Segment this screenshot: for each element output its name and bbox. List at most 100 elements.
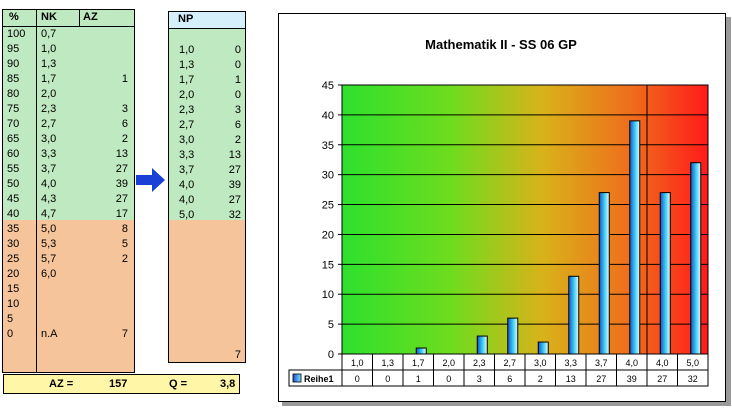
column-divider [79, 10, 80, 26]
cell-az: 8 [121, 223, 128, 235]
np-table: NP 1,0 0 1,3 0 1,7 1 2,0 0 2,3 3 2,7 6 3,0 2 3,3 13 3,7 2… [168, 11, 246, 363]
cell-az: 1 [234, 74, 241, 86]
bar [415, 347, 427, 355]
table-row: 70 2,7 6 [3, 117, 134, 132]
cell-az: 32 [228, 209, 241, 221]
cell-pct: 75 [7, 103, 20, 115]
cell-pct: 0 [7, 328, 14, 340]
np-footer-az: 7 [234, 349, 241, 361]
cell-pct: 80 [7, 88, 20, 100]
cell-az: 17 [115, 208, 128, 220]
y-tick-label: 40 [322, 110, 334, 122]
cell-np: 2,0 [179, 89, 195, 101]
cell-np: 4,0 [179, 179, 195, 191]
chart-shadow [282, 402, 731, 406]
data-table-value: 0 [446, 374, 451, 384]
cell-az: 3 [234, 104, 241, 116]
table-row: 40 4,7 17 [3, 207, 134, 222]
data-table-value: 3 [477, 374, 482, 384]
cell-nk: 6,0 [41, 268, 57, 280]
cell-az: 27 [115, 193, 128, 205]
cell-pct: 10 [7, 298, 20, 310]
cell-az: 6 [234, 119, 241, 131]
table-row: 55 3,7 27 [3, 162, 134, 177]
cell-nk: 1,3 [41, 58, 57, 70]
header-pct: % [9, 11, 19, 23]
np-footer-row: 7 [169, 348, 245, 363]
y-tick-label: 35 [322, 140, 334, 152]
grade-table-header: % NK AZ [3, 10, 134, 27]
cell-nk: 5,7 [41, 253, 57, 265]
cell-az: 2 [234, 134, 241, 146]
table-row: 10 [3, 297, 134, 312]
cell-pct: 30 [7, 238, 20, 250]
failing-zone [3, 220, 134, 372]
chart-shadow [726, 17, 731, 405]
y-tick-label: 15 [322, 259, 334, 271]
table-row: 1,3 0 [169, 58, 245, 73]
cell-nk: 5,3 [41, 238, 57, 250]
table-row: 0 n.A 7 [3, 327, 134, 342]
table-row: 35 5,0 8 [3, 222, 134, 237]
table-row: 60 3,3 13 [3, 147, 134, 162]
data-table-value: 39 [627, 374, 637, 384]
cell-nk: 1,0 [41, 43, 57, 55]
data-table-value: 27 [596, 374, 606, 384]
header-az: AZ [83, 11, 98, 23]
y-tick-label: 10 [322, 289, 334, 301]
x-category-label: 1,3 [381, 358, 394, 368]
y-tick-label: 5 [328, 319, 334, 331]
chart-panel[interactable]: Mathematik II - SS 06 GP 0 5 10 15 20 25 30 35 4… [278, 13, 726, 402]
cell-pct: 25 [7, 253, 20, 265]
data-table-value: 2 [538, 374, 543, 384]
cell-pct: 50 [7, 178, 20, 190]
cell-nk: 2,7 [41, 118, 57, 130]
table-row: 2,0 0 [169, 88, 245, 103]
x-category-label: 3,7 [595, 358, 608, 368]
y-tick-label: 25 [322, 200, 334, 212]
bar [568, 275, 580, 355]
table-row: 15 [3, 282, 134, 297]
cell-az: 27 [228, 194, 241, 206]
bar [507, 317, 519, 355]
np-lower-zone [169, 220, 245, 362]
cell-pct: 45 [7, 193, 20, 205]
cell-np: 1,3 [179, 59, 195, 71]
cell-az: 0 [234, 59, 241, 71]
x-category-label: 5,0 [686, 358, 699, 368]
table-row: 4,0 39 [169, 178, 245, 193]
x-category-label: 2,3 [473, 358, 486, 368]
cell-pct: 100 [7, 28, 26, 40]
bar [690, 162, 702, 355]
data-table-value: 6 [507, 374, 512, 384]
data-table-value: 1 [416, 374, 421, 384]
legend-label: Reihe1 [304, 374, 334, 384]
summary-bar: AZ = 157 Q = 3,8 [3, 374, 240, 394]
cell-az: 2 [121, 253, 128, 265]
cell-pct: 70 [7, 118, 20, 130]
data-table-value: 13 [566, 374, 576, 384]
cell-np: 4,0 [179, 194, 195, 206]
bar [598, 192, 610, 355]
bar-chart: Mathematik II - SS 06 GP 051015202530354… [288, 37, 709, 387]
grade-table: % NK AZ 100 0,7 95 1,0 90 1,3 85 1,7 1 80 2,0 75 2,3… [2, 9, 135, 373]
table-row: 85 1,7 1 [3, 72, 134, 87]
cell-az: 39 [115, 178, 128, 190]
cell-nk: 3,0 [41, 133, 57, 145]
cell-pct: 65 [7, 133, 20, 145]
column-divider [36, 10, 37, 372]
az-label: AZ = [49, 378, 74, 390]
cell-az: 3 [121, 103, 128, 115]
data-table-value: 0 [385, 374, 390, 384]
x-category-label: 4,0 [656, 358, 669, 368]
table-row: 5,0 32 [169, 208, 245, 223]
cell-az: 27 [115, 163, 128, 175]
np-table-header: NP [169, 12, 245, 29]
cell-pct: 95 [7, 43, 20, 55]
cell-pct: 20 [7, 268, 20, 280]
cell-az: 2 [121, 133, 128, 145]
legend-swatch [292, 373, 302, 383]
table-row: 3,7 27 [169, 163, 245, 178]
cell-nk: 1,7 [41, 73, 57, 85]
